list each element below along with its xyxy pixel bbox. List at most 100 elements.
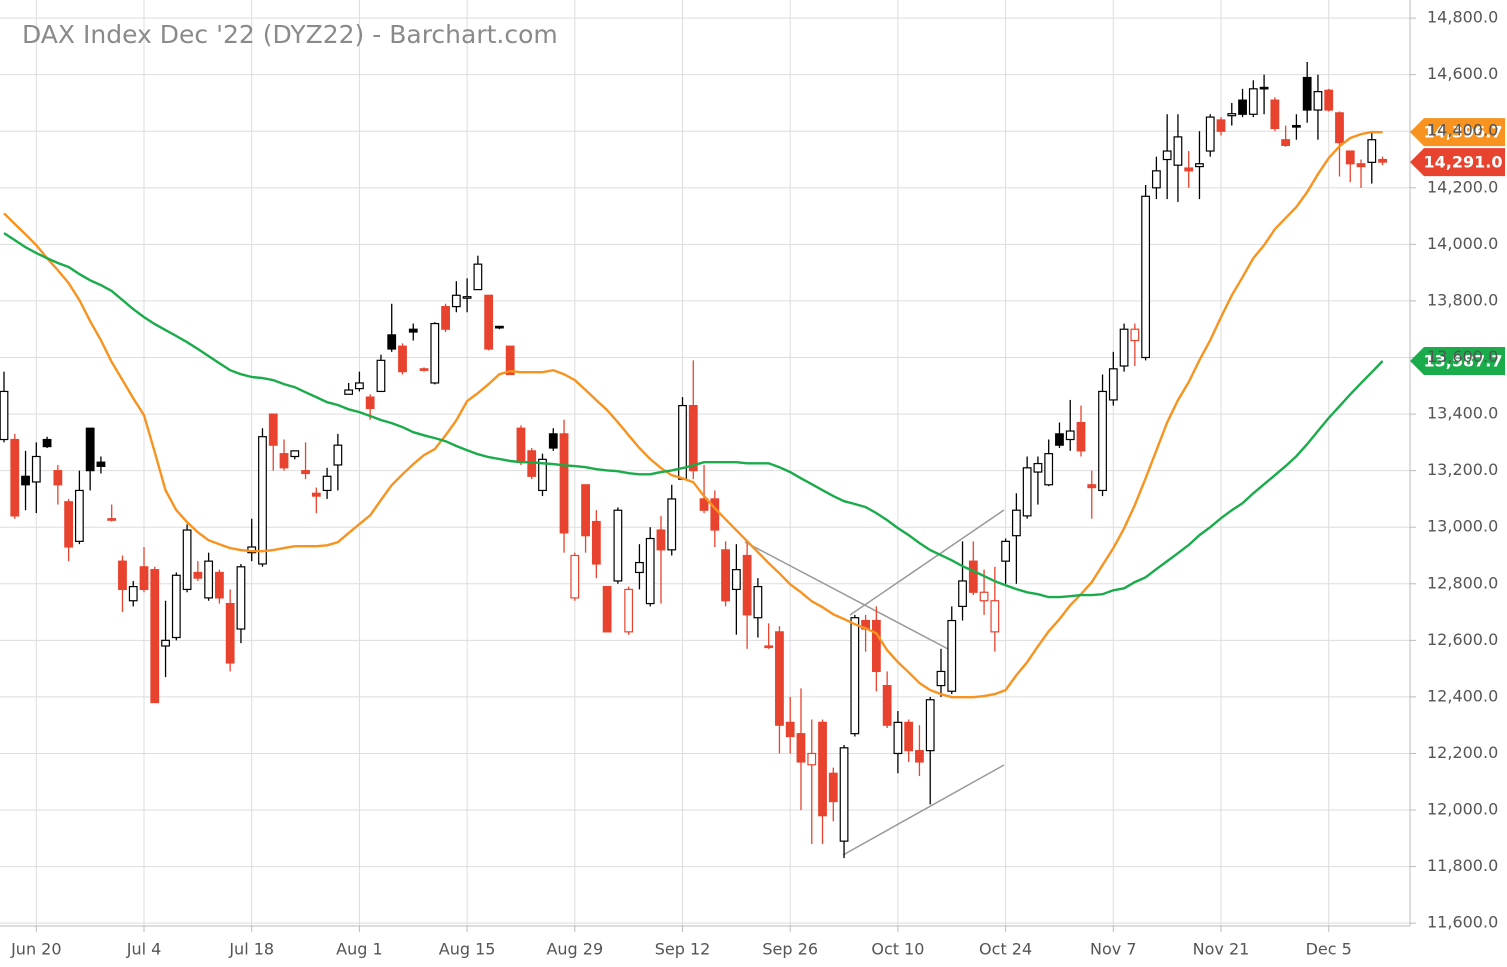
candle-body [958,580,967,607]
candle-body [893,721,903,755]
candle-body [990,600,1000,633]
candle-body [785,721,795,738]
y-tick-label: 13,400.0 [1427,404,1498,423]
candle-body [1345,150,1355,165]
candle-body [764,645,774,649]
candle-body [979,591,989,602]
candle-body [1108,368,1118,401]
candle-body [570,554,580,599]
candle-body [538,458,547,492]
candle-body [613,509,623,582]
candle-body [807,752,817,766]
x-tick-label: Jul 18 [228,940,274,959]
candle-body [1238,99,1247,115]
y-tick-label: 12,600.0 [1427,630,1498,649]
candle-body [398,345,407,373]
price-tag-label: 14,396.7 [1424,123,1503,142]
candle-body [0,390,9,441]
x-tick-label: Nov 21 [1193,940,1250,959]
candle-body [667,498,677,551]
candle-body [602,585,612,633]
candle-body [21,475,30,486]
chart-title: DAX Index Dec '22 (DYZ22) - Barchart.com [22,20,558,49]
candle-body [419,368,429,371]
candle-body [753,585,763,619]
candle-body [1356,163,1366,168]
candle-body [710,498,720,531]
y-tick-label: 12,200.0 [1427,743,1498,762]
candle-body [376,359,386,393]
candle-body [74,489,84,542]
moving-average-line [3,130,1383,699]
trend-line [842,764,1005,856]
candle-body [215,571,224,599]
price-tag [1410,148,1505,177]
candle-body [322,475,332,492]
y-tick-label: 12,400.0 [1427,686,1498,705]
candle-body [731,569,741,591]
candle-body [871,619,881,673]
price-tag-label: 14,291.0 [1424,153,1503,172]
candle-body [1216,119,1226,132]
candle-body [505,345,515,376]
candle-body [1205,116,1215,152]
candles [0,61,1387,859]
candle-body [1151,170,1161,189]
trend-lines [744,509,1005,856]
candle-body [344,389,354,395]
candle-body [1011,509,1021,537]
candle-body [42,438,52,448]
candle-body [1324,89,1334,111]
candle-body [850,617,860,735]
candle-body [1378,158,1387,163]
candle-body [268,413,278,446]
candle-body [559,433,569,534]
x-tick-label: Aug 15 [439,940,496,959]
x-tick-label: Aug 1 [336,940,383,959]
candle-body [775,631,784,726]
y-tick-label: 14,200.0 [1427,177,1498,196]
y-tick-label: 13,600.0 [1427,347,1498,366]
candle-body [936,670,946,687]
candle-body [624,588,634,633]
price-tag-label: 13,587.7 [1424,351,1503,370]
candle-body [430,322,440,384]
candle-body [53,470,63,486]
candle-body [225,602,235,664]
y-tick-label: 14,000.0 [1427,234,1498,253]
candle-body [591,520,601,565]
candle-body [150,569,160,704]
candle-body [118,560,127,591]
y-tick-label: 13,200.0 [1427,460,1498,479]
candle-body [1001,540,1011,562]
x-tick-label: Sep 26 [762,940,818,959]
candle-body [1367,139,1377,163]
y-tick-label: 12,000.0 [1427,800,1498,819]
candle-body [915,750,924,763]
candle-body [96,461,106,467]
candle-body [656,529,666,551]
candle-body [408,328,418,333]
candle-body [635,561,644,574]
candle-body [828,772,838,803]
candle-body [688,404,698,472]
candle-body [1195,163,1204,168]
candle-body [925,699,935,752]
candle-body [473,263,483,291]
candle-body [1173,136,1183,166]
candle-body [1291,124,1301,128]
candle-body [968,560,978,593]
price-tag [1410,118,1505,147]
candle-body [355,382,364,390]
candle-body [1098,390,1107,492]
candle-body [882,684,892,726]
candle-body [128,585,138,602]
candle-body [441,305,450,330]
candle-body [258,436,267,565]
candle-body [139,566,149,591]
candle-body [1055,433,1064,446]
candle-body [1022,467,1032,517]
candle-body [1335,112,1344,144]
candle-body [1087,484,1097,489]
candle-body [548,433,558,449]
